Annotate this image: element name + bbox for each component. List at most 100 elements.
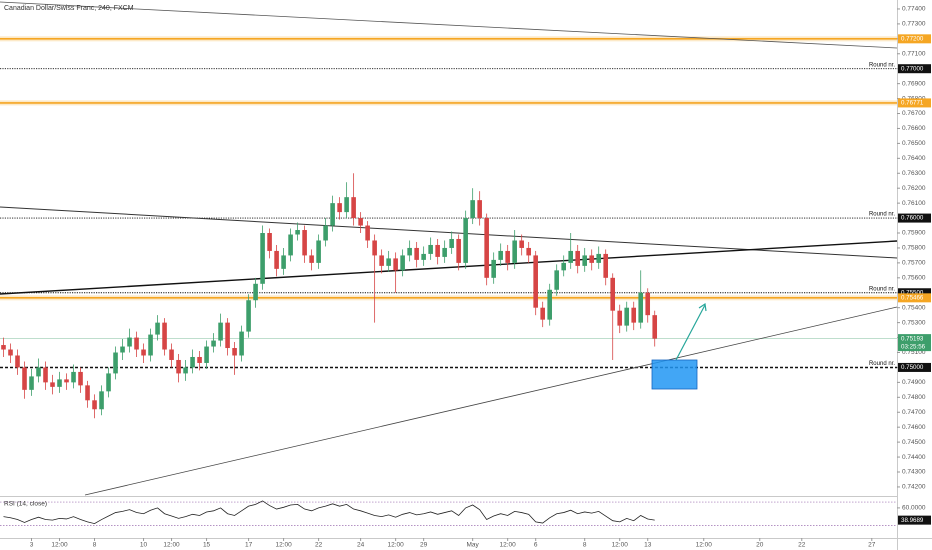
y-tick-label: 0.76300 [902, 170, 926, 177]
rsi-last-box [898, 515, 931, 525]
y-tick-label: 0.75900 [902, 230, 926, 237]
candle-body [568, 250, 573, 263]
rsi-line [3, 500, 655, 525]
candle-body [505, 250, 510, 263]
level-price-box [898, 34, 931, 44]
level-price-label: 0.76000 [901, 215, 924, 222]
candle-body [323, 225, 328, 241]
y-tick-label: 0.74800 [902, 394, 926, 401]
arrow-line [675, 304, 706, 361]
x-tick-label: 8 [583, 542, 587, 549]
y-tick-label: 0.74900 [902, 379, 926, 386]
candle-body [281, 255, 286, 269]
last-price-box [898, 334, 931, 352]
x-tick-label: 13 [644, 542, 652, 549]
candle-body [470, 200, 475, 219]
candle-body [57, 379, 62, 387]
y-tick-label: 0.76500 [902, 140, 926, 147]
candle-body [260, 233, 265, 284]
candle-body [414, 247, 419, 260]
level-note: Round nr. [869, 361, 895, 367]
y-tick-label: 0.75700 [902, 260, 926, 267]
x-tick-label: 12:00 [163, 542, 180, 549]
y-tick-label: 0.76700 [902, 110, 926, 117]
candle-body [337, 203, 342, 213]
y-tick-label: 0.74400 [902, 454, 926, 461]
candle-body [344, 197, 349, 213]
candle-body [631, 307, 637, 323]
level-note: Round nr. [869, 62, 895, 68]
candle-body [64, 379, 69, 383]
candle-body [498, 250, 503, 260]
target-box [651, 359, 698, 390]
x-tick-label: 22 [798, 542, 806, 549]
candle-body [393, 258, 398, 271]
candle-body [386, 258, 391, 266]
level-price-label: 0.75466 [901, 294, 924, 301]
levels: Round nr. Round nr. Round nr. Round nr. [0, 36, 897, 369]
candle-body [596, 253, 602, 263]
candle-body [22, 367, 27, 390]
candles [1, 173, 658, 419]
candle-body [463, 218, 468, 263]
y-tick-label: 0.76100 [902, 200, 926, 207]
level-price-box [898, 288, 931, 298]
candle-body [50, 382, 55, 387]
y-tick-label: 0.76900 [902, 80, 926, 87]
candle-body [379, 255, 384, 266]
x-tick-label: May [467, 542, 480, 549]
rsi-title: RSI (14, close) [4, 501, 47, 508]
trend-lines [0, 1, 898, 496]
candle-body [309, 255, 314, 263]
level-note: Round nr. [869, 286, 895, 292]
x-tick-label: 27 [868, 542, 876, 549]
y-tick-label: 0.76200 [902, 185, 926, 192]
candle-body [43, 367, 48, 383]
x-tick-label: 17 [245, 542, 253, 549]
candle-body [218, 322, 223, 341]
candle-body [526, 247, 531, 256]
y-tick-label: 0.76400 [902, 155, 926, 162]
level-price-label: 0.76771 [901, 100, 924, 107]
y-tick-label: 0.75800 [902, 245, 926, 252]
candle-body [253, 283, 258, 301]
candle-body [183, 367, 188, 374]
candle-body [295, 230, 300, 235]
candle-body [540, 307, 545, 320]
y-tick-label: 0.75300 [902, 319, 926, 326]
candle-body [274, 250, 279, 269]
x-tick-label: 24 [357, 542, 365, 549]
rsi-last-label: 38.9689 [901, 517, 924, 524]
candle-body [288, 234, 293, 256]
candle-body [512, 240, 517, 263]
rsi-tick-label: 60.0000 [902, 505, 926, 512]
candle-body [267, 233, 272, 251]
candle-body [141, 349, 146, 356]
candle-body [519, 240, 524, 248]
candle-body [554, 270, 559, 290]
level-price-label: 0.75000 [901, 364, 924, 371]
y-tick-label: 0.74200 [902, 484, 926, 491]
candle-body [113, 352, 118, 374]
x-tick-label: 29 [420, 542, 428, 549]
candle-body [134, 337, 139, 350]
level-price-box [898, 362, 931, 372]
candle-body [652, 315, 658, 339]
candle-body [617, 310, 623, 326]
candle-body [92, 400, 97, 410]
candle-body [36, 367, 41, 377]
candle-body [358, 218, 363, 226]
x-tick-label: 12:00 [51, 542, 68, 549]
candle-body [85, 385, 90, 401]
candle-body [582, 255, 587, 266]
candle-body [225, 322, 230, 349]
candle-body [120, 346, 125, 353]
candle-body [428, 244, 433, 254]
candle-body [190, 356, 195, 368]
x-tick-label: 12:00 [275, 542, 292, 549]
candle-body [547, 289, 552, 320]
candle-body [477, 200, 482, 219]
x-tick-label: 6 [534, 542, 538, 549]
